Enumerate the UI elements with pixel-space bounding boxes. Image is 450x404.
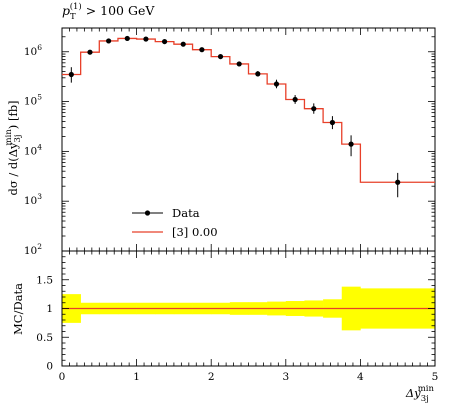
y-tick-label: 103 bbox=[24, 192, 42, 207]
data-marker bbox=[236, 61, 242, 67]
data-marker bbox=[124, 35, 130, 42]
x-tick-label: 1 bbox=[133, 371, 140, 383]
data-point bbox=[348, 135, 354, 157]
data-point bbox=[87, 49, 93, 55]
data-marker bbox=[68, 71, 74, 78]
data-point bbox=[180, 41, 186, 47]
data-marker bbox=[143, 36, 149, 42]
data-point bbox=[199, 47, 205, 53]
x-tick-label: 5 bbox=[432, 371, 439, 383]
data-point bbox=[273, 79, 280, 89]
data-point bbox=[255, 71, 261, 77]
y-tick-label: 102 bbox=[24, 242, 42, 257]
data-point bbox=[395, 172, 401, 198]
y-tick-label: 104 bbox=[24, 142, 42, 157]
data-marker bbox=[273, 81, 280, 87]
data-point bbox=[143, 36, 149, 42]
data-marker bbox=[329, 119, 336, 126]
main-y-axis: 102 103 104 105 106 bbox=[24, 27, 435, 257]
legend-item-mc: [3] 0.00 bbox=[132, 225, 218, 239]
x-tick-label: 3 bbox=[282, 371, 289, 383]
data-marker bbox=[106, 38, 112, 44]
data-marker bbox=[161, 38, 168, 45]
mc-histogram-line bbox=[62, 37, 435, 183]
data-marker bbox=[87, 49, 93, 55]
legend-mc-label: [3] 0.00 bbox=[172, 225, 218, 239]
data-marker bbox=[180, 41, 186, 47]
main-frame bbox=[61, 27, 436, 252]
main-y-axis-title: dσ / d(Δy3jmin) [fb] bbox=[4, 100, 23, 195]
data-marker bbox=[255, 71, 261, 77]
ratio-y-axis-title: MC/Data bbox=[11, 283, 25, 335]
data-point bbox=[106, 38, 112, 44]
main-x-ticks bbox=[61, 28, 436, 251]
x-axis-title: Δy3jmin bbox=[405, 384, 435, 404]
ratio-panel: 0 0.5 1 1.5 0 1 2 3 4 5 bbox=[36, 250, 439, 383]
legend-data-marker bbox=[144, 210, 151, 216]
data-point bbox=[311, 103, 317, 114]
main-panel: 102 103 104 105 106 bbox=[24, 27, 436, 257]
main-histogram-layer bbox=[62, 37, 435, 183]
ratio-x-axis: 0 1 2 3 4 5 bbox=[59, 251, 439, 383]
legend: Data [3] 0.00 bbox=[132, 206, 218, 239]
data-marker bbox=[217, 53, 224, 60]
ratio-y-tick-label: 0.5 bbox=[36, 332, 53, 344]
data-point bbox=[161, 38, 168, 45]
ratio-y-tick-label: 1.5 bbox=[36, 274, 53, 286]
ratio-y-tick-label: 1 bbox=[46, 303, 53, 315]
ratio-y-tick-label: 0 bbox=[46, 361, 53, 373]
data-point bbox=[217, 53, 224, 60]
x-tick-label: 0 bbox=[59, 371, 66, 383]
data-point bbox=[292, 95, 298, 104]
data-points-layer bbox=[68, 35, 401, 198]
x-tick-label: 4 bbox=[357, 371, 364, 383]
data-point bbox=[124, 35, 130, 42]
data-marker bbox=[199, 47, 205, 53]
chart-title: pT(1) > 100 GeV bbox=[62, 1, 155, 22]
x-tick-label: 2 bbox=[208, 371, 215, 383]
legend-item-data: Data bbox=[132, 206, 200, 220]
y-tick-label: 105 bbox=[24, 93, 42, 108]
ratio-y-axis: 0 0.5 1 1.5 bbox=[36, 250, 435, 373]
data-point bbox=[68, 67, 74, 83]
legend-data-label: Data bbox=[172, 206, 200, 220]
data-marker bbox=[292, 96, 298, 103]
data-point bbox=[236, 61, 242, 67]
data-marker bbox=[395, 179, 401, 185]
data-marker bbox=[311, 106, 317, 112]
data-point bbox=[329, 116, 336, 130]
data-marker bbox=[348, 141, 354, 147]
y-tick-label: 106 bbox=[24, 43, 42, 58]
